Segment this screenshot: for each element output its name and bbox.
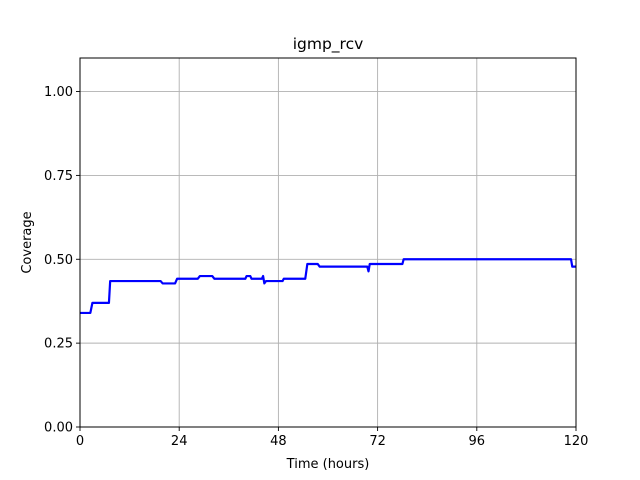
plot-frame <box>79 57 577 428</box>
data-layer <box>80 258 576 315</box>
x-tick-label: 0 <box>76 434 84 449</box>
chart-title: igmp_rcv <box>293 35 364 54</box>
x-tick-label: 72 <box>369 434 386 449</box>
y-tick-label: 0.50 <box>44 253 73 268</box>
y-axis-label: Coverage <box>20 211 35 273</box>
ticks: 0 24 48 72 96 120 0.00 0.25 0.50 0.75 1.00 <box>44 85 588 449</box>
x-axis-label: Time (hours) <box>286 457 370 472</box>
y-tick-label: 0.25 <box>44 337 73 352</box>
x-tick-label: 120 <box>564 434 589 449</box>
x-tick-label: 96 <box>469 434 486 449</box>
coverage-series-line <box>80 258 576 315</box>
y-tick-label: 0.75 <box>44 169 73 184</box>
y-tick-label: 0.00 <box>44 421 73 436</box>
y-tick-label: 1.00 <box>44 85 73 100</box>
x-tick-label: 24 <box>171 434 188 449</box>
x-tick-label: 48 <box>270 434 287 449</box>
